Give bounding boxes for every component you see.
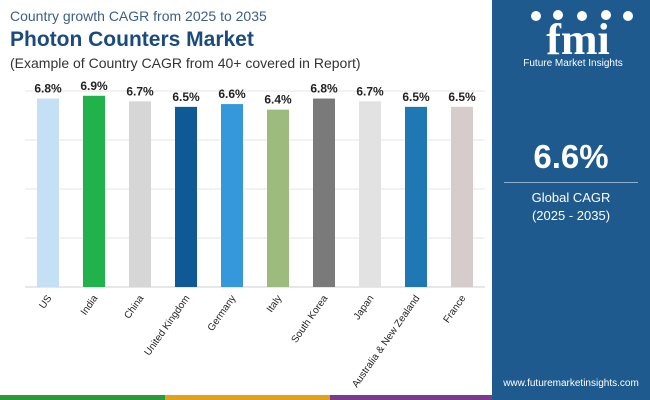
tick-label: South Korea [290, 293, 331, 345]
bar-chart: 6.8% 6.9% 6.7% 6.5% 6.6% 6.4% 6.8% 6.7% 6.5% 6.5%… [25, 79, 485, 390]
global-cagr-period: (2025 - 2035) [531, 208, 611, 223]
data-label: 6.7% [356, 84, 384, 98]
bar [221, 104, 243, 287]
data-label: 6.6% [218, 87, 246, 101]
footer-stripe-1 [0, 395, 165, 400]
bar [83, 95, 105, 288]
value-labels: 6.8% 6.9% 6.7% 6.5% 6.6% 6.4% 6.8% 6.7% 6.5% 6.5% [34, 79, 476, 107]
footer-stripe-4 [492, 395, 650, 400]
tick-label: China [122, 293, 146, 321]
tick-label: Japan [352, 293, 377, 322]
tick-label: Germany [206, 293, 239, 333]
tick-label: US [37, 293, 54, 311]
tick-label: Italy [265, 293, 285, 314]
bar [405, 106, 427, 287]
website-url[interactable]: www.futuremarketinsights.com [503, 378, 639, 389]
bar [313, 98, 335, 288]
chart-kicker: Country growth CAGR from 2025 to 2035 [10, 8, 267, 24]
data-label: 6.5% [448, 90, 476, 104]
summary-panel [492, 0, 650, 400]
brand-name: Future Market Insights [523, 58, 623, 69]
global-cagr-value: 6.6% [533, 138, 609, 175]
chart-title: Photon Counters Market [10, 28, 254, 51]
data-label: 6.4% [264, 93, 292, 107]
bars [37, 95, 473, 288]
bar [175, 106, 197, 287]
bar [267, 109, 289, 287]
footer-stripe-2 [165, 395, 330, 400]
bar [451, 106, 473, 287]
data-label: 6.9% [80, 79, 108, 93]
tick-label: France [442, 293, 469, 325]
data-label: 6.5% [172, 90, 200, 104]
global-cagr-label: Global CAGR [531, 190, 611, 205]
divider [504, 182, 638, 183]
data-label: 6.8% [34, 82, 62, 96]
data-label: 6.7% [126, 84, 154, 98]
bar [129, 101, 151, 287]
fmi-logo: fmi [531, 10, 633, 64]
data-label: 6.5% [402, 90, 430, 104]
bar [37, 98, 59, 288]
footer-stripe-3 [330, 395, 492, 400]
tick-label: India [79, 293, 101, 317]
data-label: 6.8% [310, 82, 338, 96]
bar [359, 101, 381, 287]
tick-label: United Kingdom [143, 293, 193, 358]
logo-wordmark: fmi [546, 15, 610, 64]
chart-subtitle: (Example of Country CAGR from 40+ covere… [10, 55, 361, 71]
